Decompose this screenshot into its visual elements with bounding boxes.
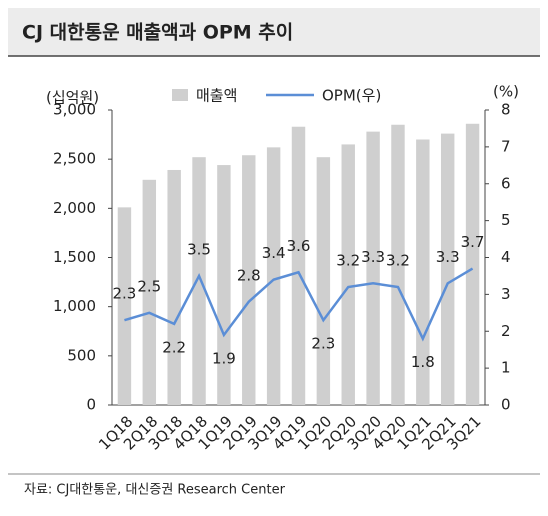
y-tick-label: 2,500	[53, 150, 96, 168]
source: 자료: CJ대한통운, 대신증권 Research Center	[24, 483, 286, 498]
y2-tick-label: 2	[501, 322, 511, 340]
y2-tick-label: 5	[501, 211, 511, 229]
bar	[117, 207, 132, 405]
bar	[242, 155, 256, 405]
data-label: 3.4	[262, 244, 286, 262]
bar	[440, 133, 455, 405]
y2-tick-label: 3	[501, 285, 511, 303]
y2-tick-label: 1	[501, 359, 511, 377]
y2-tick-label: 4	[501, 248, 511, 266]
data-label: 2.3	[311, 335, 335, 353]
y2-axis-label: (%)	[493, 83, 519, 101]
bar	[142, 179, 157, 405]
y-tick-label: 2,000	[53, 199, 96, 217]
data-label: 3.7	[461, 233, 485, 251]
data-label: 3.2	[336, 252, 360, 270]
bar	[217, 165, 231, 405]
title-bar	[8, 8, 540, 56]
data-label: 3.3	[361, 248, 385, 266]
bar	[465, 123, 480, 406]
bar	[192, 157, 206, 405]
data-label: 3.3	[436, 248, 460, 266]
data-label: 1.9	[212, 349, 236, 367]
data-label: 2.2	[162, 338, 186, 356]
bar	[167, 169, 181, 405]
legend-swatch	[172, 89, 188, 101]
y-tick-label: 0	[86, 396, 96, 414]
y-tick-label: 500	[67, 346, 96, 364]
data-label: 3.5	[187, 240, 211, 258]
data-label: 3.2	[386, 252, 410, 270]
data-label: 2.3	[113, 285, 137, 303]
legend-label: 매출액	[196, 87, 237, 105]
y2-tick-label: 0	[501, 396, 511, 414]
data-label: 1.8	[411, 353, 435, 371]
legend-label: OPM(우)	[322, 87, 381, 105]
bar	[291, 126, 306, 405]
bar	[266, 147, 281, 405]
bar	[391, 124, 405, 405]
bar	[366, 131, 380, 405]
y-tick-label: 1,000	[53, 297, 96, 315]
chart-title: CJ 대한통운 매출액과 OPM 추이	[22, 22, 293, 44]
bar	[416, 139, 430, 405]
data-label: 2.5	[137, 277, 161, 295]
y2-tick-label: 8	[501, 101, 511, 119]
data-label: 2.8	[237, 266, 261, 284]
y2-tick-label: 7	[501, 137, 511, 155]
bar	[341, 144, 355, 405]
line	[124, 267, 474, 342]
y-tick-label: 1,500	[53, 248, 96, 266]
y-axis-label: (십억원)	[46, 89, 99, 107]
data-label: 3.6	[287, 237, 311, 255]
bar	[316, 157, 331, 405]
y-tick-label: 3,000	[53, 101, 96, 119]
y2-tick-label: 6	[501, 174, 511, 192]
